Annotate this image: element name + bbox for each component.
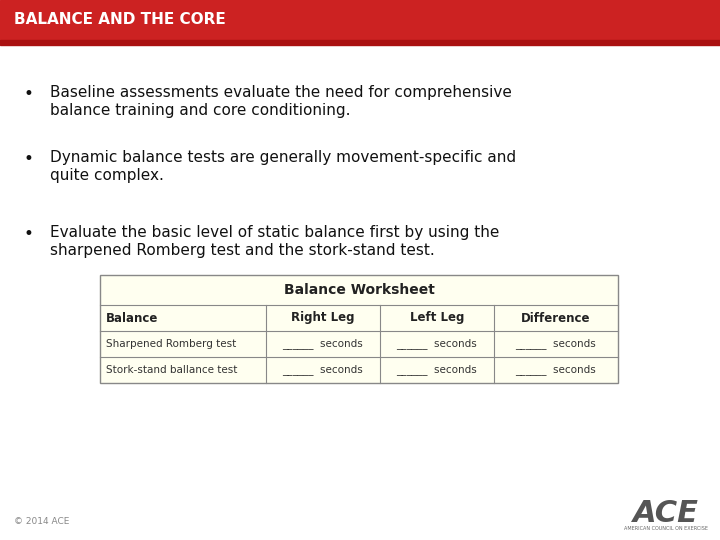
Bar — [0, 0, 720, 40]
Bar — [100, 275, 618, 383]
Text: ______  seconds: ______ seconds — [282, 339, 363, 349]
Bar — [0, 40, 720, 45]
Text: ______  seconds: ______ seconds — [516, 364, 596, 375]
Text: ______  seconds: ______ seconds — [396, 339, 477, 349]
Text: Stork-stand ballance test: Stork-stand ballance test — [106, 365, 238, 375]
Text: •: • — [23, 85, 33, 103]
Text: ______  seconds: ______ seconds — [516, 339, 596, 349]
Text: ______  seconds: ______ seconds — [396, 364, 477, 375]
Text: Baseline assessments evaluate the need for comprehensive: Baseline assessments evaluate the need f… — [50, 85, 512, 100]
Text: Sharpened Romberg test: Sharpened Romberg test — [106, 339, 236, 349]
Text: •: • — [23, 150, 33, 168]
Text: Evaluate the basic level of static balance first by using the: Evaluate the basic level of static balan… — [50, 225, 500, 240]
Text: Difference: Difference — [521, 312, 590, 325]
Text: sharpened Romberg test and the stork-stand test.: sharpened Romberg test and the stork-sta… — [50, 243, 435, 258]
Text: Dynamic balance tests are generally movement-specific and: Dynamic balance tests are generally move… — [50, 150, 516, 165]
Text: Right Leg: Right Leg — [291, 312, 354, 325]
Text: BALANCE AND THE CORE: BALANCE AND THE CORE — [14, 12, 226, 28]
Text: ACE: ACE — [633, 500, 699, 529]
Text: balance training and core conditioning.: balance training and core conditioning. — [50, 103, 351, 118]
Text: Balance Worksheet: Balance Worksheet — [284, 283, 434, 297]
Text: © 2014 ACE: © 2014 ACE — [14, 517, 69, 526]
Text: Left Leg: Left Leg — [410, 312, 464, 325]
Text: AMERICAN COUNCIL ON EXERCISE: AMERICAN COUNCIL ON EXERCISE — [624, 526, 708, 531]
Text: Balance: Balance — [106, 312, 158, 325]
Text: •: • — [23, 225, 33, 243]
Text: quite complex.: quite complex. — [50, 168, 164, 183]
Text: ______  seconds: ______ seconds — [282, 364, 363, 375]
Bar — [600, 494, 712, 532]
Bar — [100, 275, 618, 383]
